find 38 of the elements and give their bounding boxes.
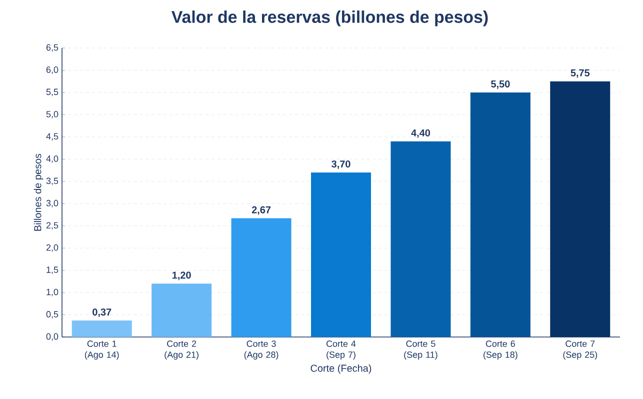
bar (470, 92, 530, 337)
data-label: 2,67 (252, 206, 271, 215)
data-label: 4,40 (411, 129, 430, 138)
y-tick-label: 5,5 (46, 88, 58, 96)
x-tick-label: Corte 3 (Ago 28) (244, 340, 278, 360)
y-tick-label: 2,0 (46, 244, 58, 252)
bar (72, 320, 132, 337)
bar (390, 141, 451, 337)
y-tick-label: 3,5 (46, 178, 58, 186)
data-label: 0,37 (92, 308, 112, 318)
data-label: 3,70 (332, 160, 350, 169)
x-tick-label: Corte 7 (Sep 25) (563, 340, 598, 360)
bar (231, 218, 292, 337)
y-tick-label: 0,5 (46, 311, 58, 318)
y-tick-label: 3,0 (46, 200, 58, 208)
data-label: 5,75 (570, 69, 590, 78)
data-label: 1,20 (172, 272, 191, 280)
x-tick-label: Corte 2 (Ago 21) (164, 340, 198, 360)
bar (311, 172, 372, 337)
y-tick-label: 1,5 (46, 266, 58, 274)
y-tick-label: 0,0 (46, 333, 58, 341)
x-tick-label: Corte 4 (Sep 7) (326, 340, 356, 360)
x-tick-label: Corte 6 (Sep 18) (484, 340, 518, 360)
x-axis-title: Corte (Fecha) (310, 364, 372, 374)
y-tick-label: 6,5 (46, 44, 58, 52)
x-tick-label: Corte 1 (Ago 14) (84, 340, 119, 360)
y-tick-label: 4,0 (46, 155, 58, 163)
chart-title: Valor de la reservas (billones de pesos) (171, 10, 488, 26)
y-tick-label: 6,0 (46, 66, 58, 74)
data-label: 5,50 (491, 80, 510, 89)
x-tick-label: Corte 5 (Sep 11) (404, 340, 438, 360)
bar (550, 81, 610, 337)
y-tick-label: 1,0 (46, 288, 58, 296)
bar (152, 284, 212, 337)
y-tick-label: 2,5 (46, 222, 58, 230)
y-axis-title: Billones de pesos (34, 154, 44, 231)
y-tick-label: 5,0 (46, 110, 58, 118)
y-tick-label: 4,5 (46, 133, 58, 141)
